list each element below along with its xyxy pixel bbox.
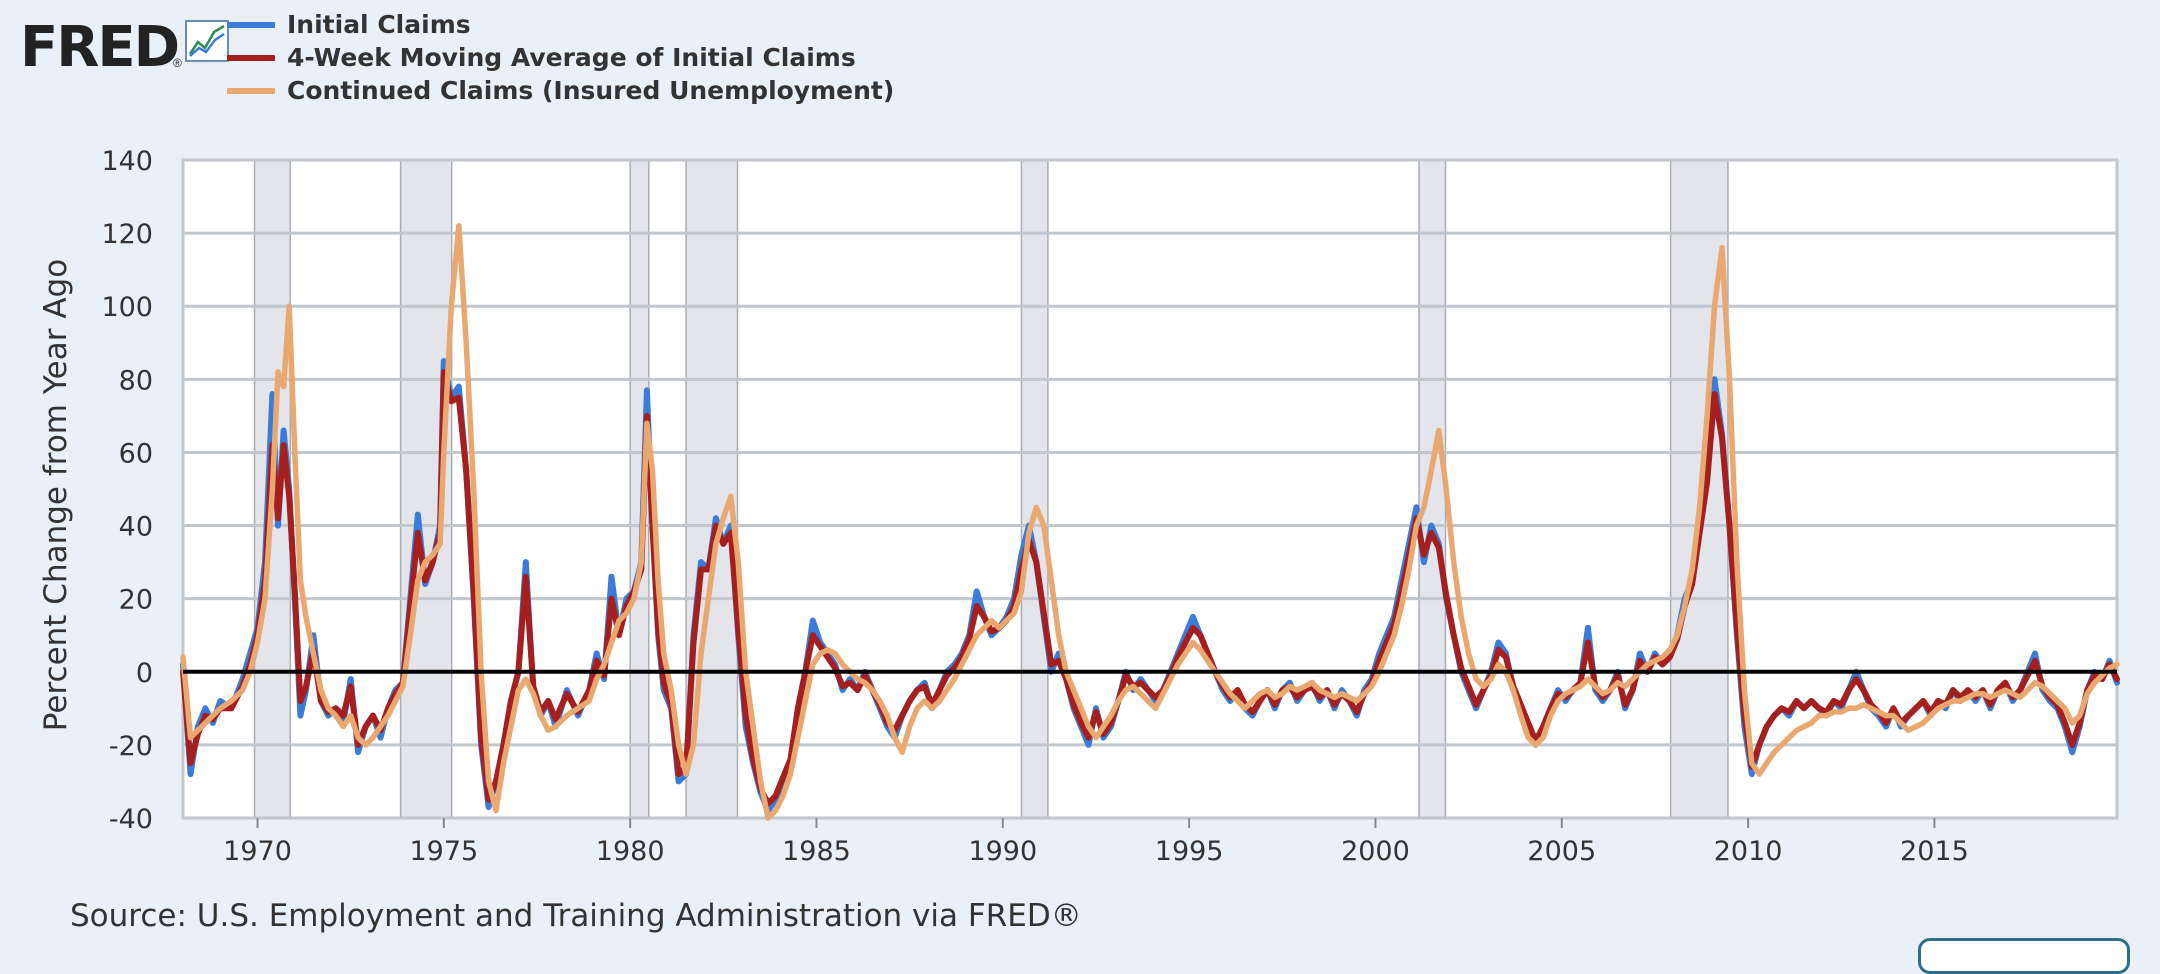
recession-band [1020,159,1049,819]
source-note: Source: U.S. Employment and Training Adm… [70,898,1082,934]
legend-swatch [227,21,275,28]
plot-border [181,158,2119,820]
axes: 140 120 100 80 60 40 20 0 -20 -40 1970 1975 1980 1985… [101,146,2117,867]
x-tick-label: 1975 [409,836,478,867]
line-chart[interactable]: 140 120 100 80 60 40 20 0 -20 -40 1970 1975 1980 1985… [0,0,2160,890]
x-tick-label: 2000 [1341,836,1410,867]
legend-swatch [227,54,275,61]
legend-label: 4-Week Moving Average of Initial Claims [287,43,856,72]
x-tick-label: 2010 [1714,836,1783,867]
legend-item-continued-claims[interactable]: Continued Claims (Insured Unemployment) [227,74,894,107]
y-tick-label: 80 [119,365,153,396]
registered-mark: ® [173,56,182,70]
x-tick-label: 2005 [1527,836,1596,867]
legend-item-moving-average[interactable]: 4-Week Moving Average of Initial Claims [227,41,894,74]
y-tick-label: 60 [119,438,153,469]
y-tick-label: 0 [136,658,153,689]
x-tick-label: 2015 [1900,836,1969,867]
y-tick-label: 140 [101,146,153,177]
recession-shading [183,159,2117,819]
fred-logo[interactable]: FRED [20,15,180,80]
y-axis-label: Percent Change from Year Ago [38,259,74,731]
y-tick-label: -40 [109,804,153,835]
y-tick-label: 120 [101,219,153,250]
x-tick-label: 1980 [596,836,665,867]
legend-label: Continued Claims (Insured Unemployment) [287,76,895,105]
recession-band [1418,159,1447,819]
recession-band [685,159,739,819]
legend-label: Initial Claims [287,10,471,39]
chart-legend: Initial Claims 4-Week Moving Average of … [227,8,894,107]
series-lines [180,223,2120,821]
x-tick-label: 1990 [968,836,1037,867]
y-tick-label: 100 [101,292,153,323]
x-tick-label: 1985 [782,836,851,867]
legend-swatch [227,87,275,94]
legend-item-initial-claims[interactable]: Initial Claims [227,8,894,41]
y-tick-label: -20 [109,731,153,762]
series-line-continued-claims [180,223,2120,821]
series-line-moving-average [180,369,2120,807]
edit-graph-button[interactable] [1918,938,2130,974]
x-tick-label: 1995 [1155,836,1224,867]
y-tick-label: 20 [119,585,153,616]
line-chart-icon[interactable] [185,20,229,62]
y-tick-label: 40 [119,512,153,543]
x-tick-label: 1970 [223,836,292,867]
